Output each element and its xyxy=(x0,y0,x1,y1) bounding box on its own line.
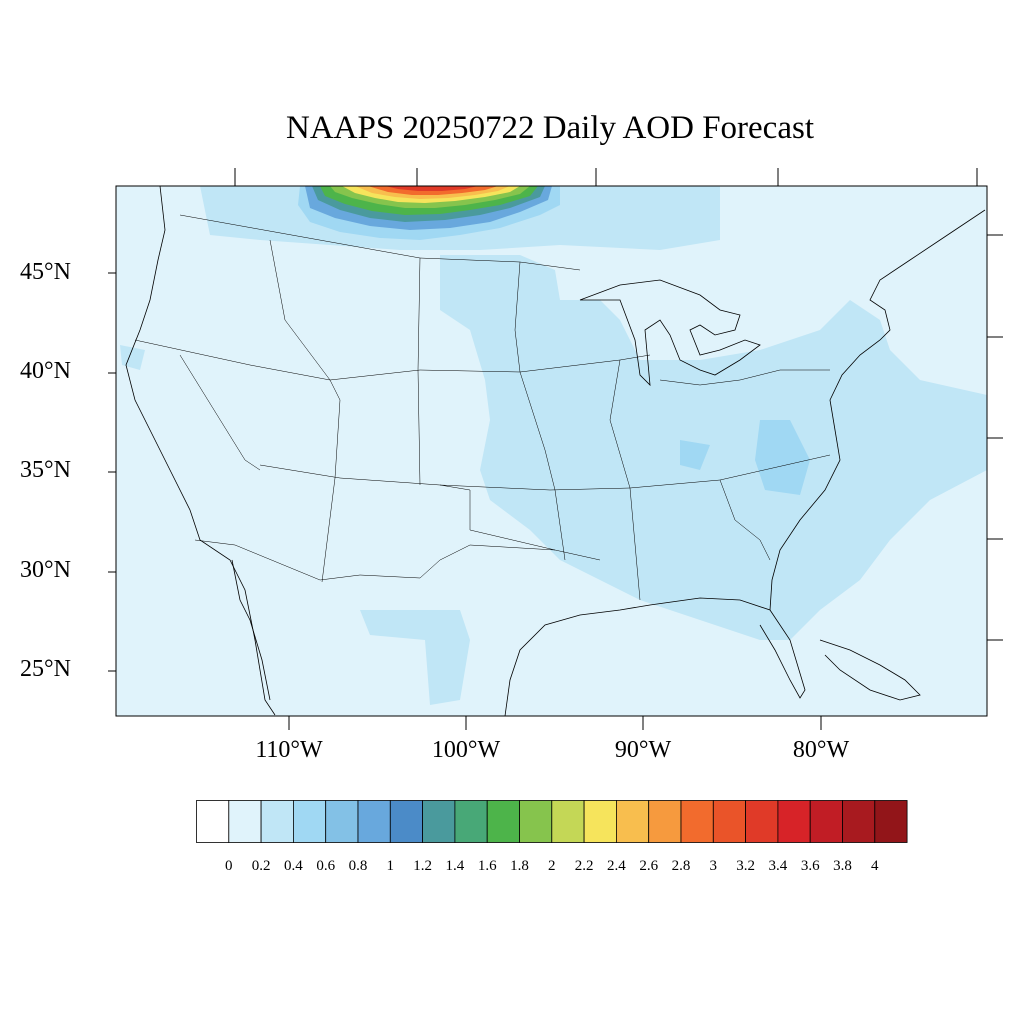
state-borders xyxy=(134,214,831,601)
colorbar-label: 1.8 xyxy=(510,858,529,874)
aod-field xyxy=(120,186,987,705)
colorbar-swatch xyxy=(809,800,843,843)
colorbar-label: 4 xyxy=(871,858,879,874)
map-title: NAAPS 20250722 Daily AOD Forecast xyxy=(286,110,814,146)
colorbar-label: 2.8 xyxy=(671,858,691,874)
lat-label-45n: 45°N xyxy=(20,259,71,285)
colorbar-swatch xyxy=(551,800,585,843)
colorbar-swatch xyxy=(486,800,520,843)
colorbar-label: 1.4 xyxy=(445,858,465,874)
lat-label-25n: 25°N xyxy=(20,656,71,682)
colorbar-swatch xyxy=(583,800,617,843)
colorbar-swatch xyxy=(228,800,262,843)
colorbar-label: 1.6 xyxy=(477,858,497,874)
colorbar-swatch xyxy=(519,800,553,843)
colorbar-label: 2 xyxy=(548,858,556,874)
colorbar-swatch xyxy=(357,800,391,843)
colorbar-swatch xyxy=(680,800,714,843)
lat-label-30n: 30°N xyxy=(20,557,71,583)
colorbar-label: 0.8 xyxy=(348,858,368,874)
lat-label-35n: 35°N xyxy=(20,457,71,483)
colorbar-label: 0.2 xyxy=(251,858,271,874)
colorbar-swatch xyxy=(325,800,359,843)
axis-ticks xyxy=(108,168,1003,730)
colorbar-swatch xyxy=(615,800,650,843)
colorbar-swatch xyxy=(454,800,488,843)
colorbar-label: 0.6 xyxy=(316,858,336,874)
colorbar-label: 2.4 xyxy=(607,858,626,874)
colorbar-label: 2.6 xyxy=(639,858,659,874)
colorbar-swatch xyxy=(389,800,424,843)
lon-label-90w: 90°W xyxy=(614,737,672,763)
colorbar-swatch xyxy=(293,800,327,843)
colorbar-label: 2.2 xyxy=(574,858,594,874)
lon-label-80w: 80°W xyxy=(792,737,850,763)
lon-label-100w: 100°W xyxy=(431,737,501,763)
colorbar-swatch xyxy=(745,800,779,843)
colorbar-swatch xyxy=(260,800,294,843)
colorbar xyxy=(196,800,908,843)
lat-label-40n: 40°N xyxy=(20,358,71,384)
coastlines xyxy=(125,185,986,717)
colorbar-label: 0 xyxy=(225,858,233,874)
colorbar-label: 3 xyxy=(709,858,718,874)
colorbar-swatch xyxy=(777,800,811,843)
colorbar-label: 3.2 xyxy=(736,858,755,874)
colorbar-swatch xyxy=(196,800,230,843)
colorbar-label: 0.4 xyxy=(284,858,303,874)
colorbar-label: 3.8 xyxy=(833,858,852,874)
colorbar-swatch xyxy=(712,800,746,843)
lon-label-110w: 110°W xyxy=(255,737,323,763)
colorbar-label: 3.6 xyxy=(800,858,820,874)
colorbar-swatch xyxy=(422,800,456,843)
colorbar-label: 1.2 xyxy=(413,858,432,874)
colorbar-swatch xyxy=(648,800,682,843)
plot-frame xyxy=(115,185,988,717)
colorbar-swatch xyxy=(874,800,908,843)
colorbar-label: 3.4 xyxy=(768,858,788,874)
colorbar-label: 1 xyxy=(386,858,395,874)
colorbar-swatch xyxy=(842,800,876,843)
